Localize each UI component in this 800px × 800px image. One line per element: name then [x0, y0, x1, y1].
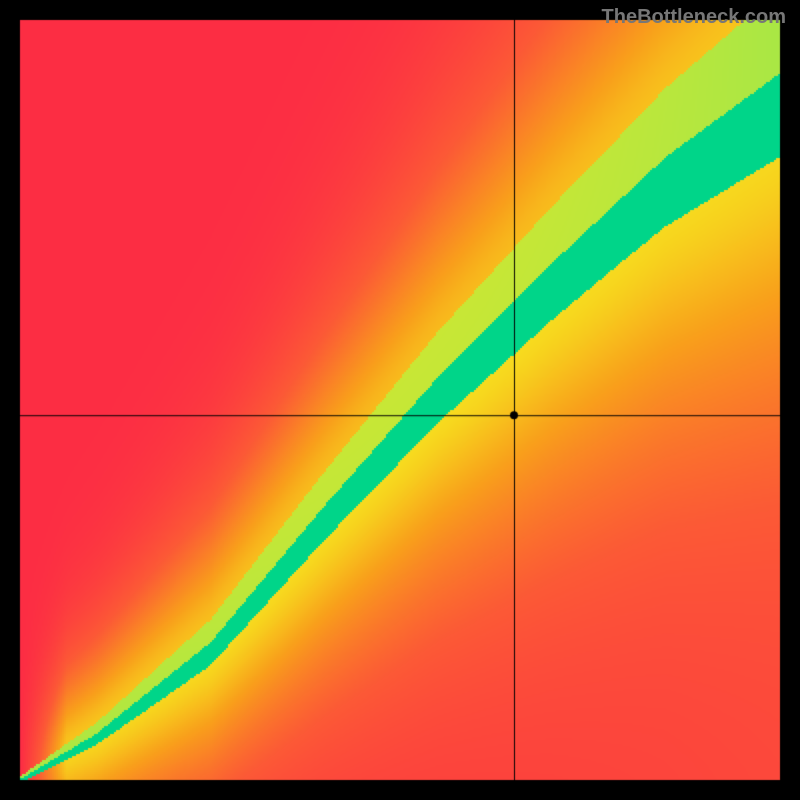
- heatmap-canvas: [0, 0, 800, 800]
- watermark-text: TheBottleneck.com: [602, 6, 786, 29]
- figure-container: TheBottleneck.com: [0, 0, 800, 800]
